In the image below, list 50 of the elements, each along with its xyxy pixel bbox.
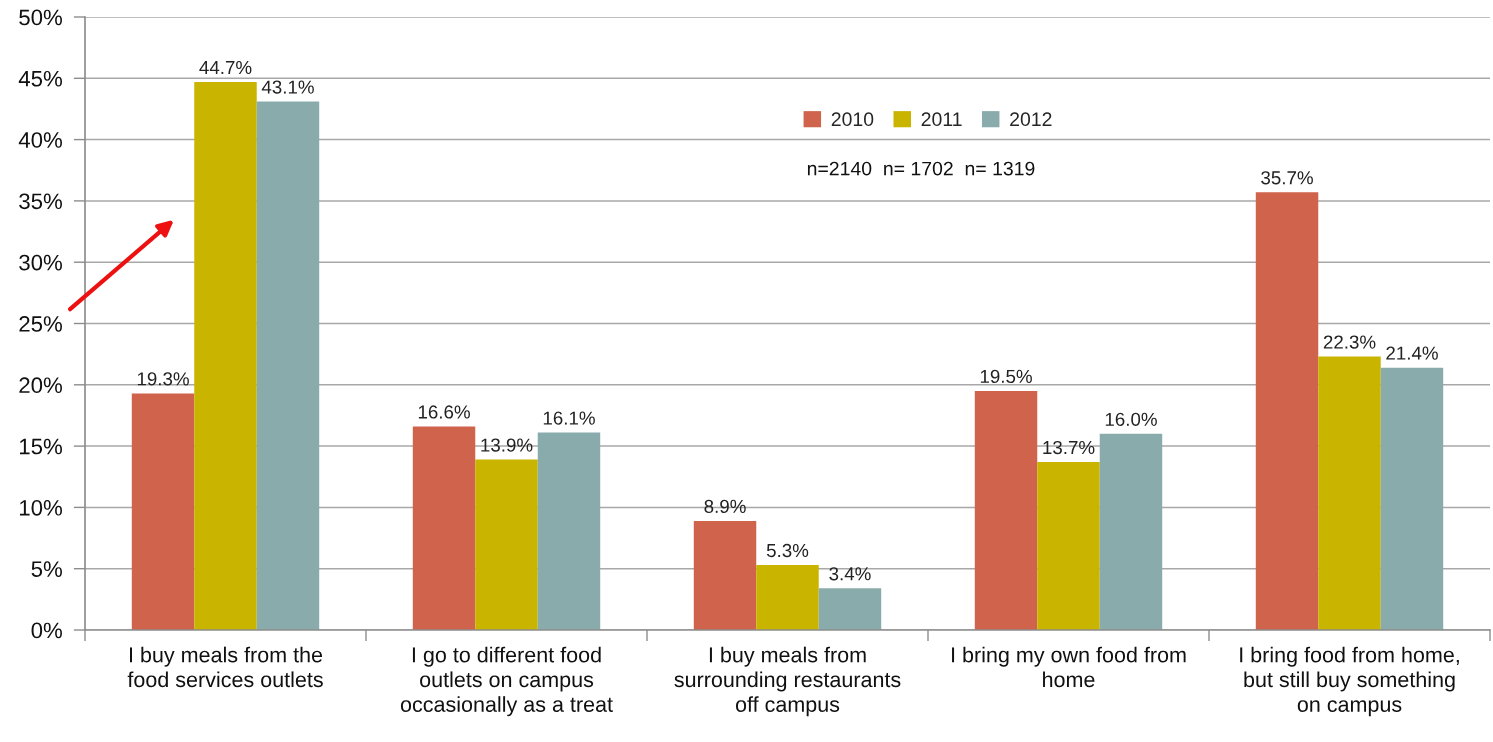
data-label: 16.6% [418,405,470,419]
bar [1318,356,1381,630]
bar [537,432,601,630]
bar [1380,367,1444,630]
legend-label: 2010 [831,112,874,127]
bar [412,426,476,630]
y-tick-label: 5% [31,561,62,577]
data-label: 19.3% [137,372,189,386]
x-tick-label: I bring my own food from home [952,646,1186,688]
bar [818,588,882,630]
y-tick-label: 10% [20,499,62,516]
bar [256,101,320,630]
data-label: 13.7% [1043,440,1095,455]
annotation: n=2140 n= 1702 n= 1319 [807,161,1035,176]
bar [693,520,757,630]
y-tick-label: 20% [19,377,62,394]
y-tick-label: 35% [19,193,62,210]
data-label: 13.9% [481,438,533,452]
y-tick-label: 15% [20,438,62,455]
data-label: 16.0% [1105,412,1157,426]
bar [1037,462,1100,630]
y-tick-label: 40% [18,132,62,148]
data-label: 5.3% [766,543,809,558]
data-label: 44.7% [199,60,252,75]
bar [1255,192,1319,630]
data-label: 3.4% [829,567,871,581]
x-tick-label: I go to different food outlets on campus occasionally as a treat [400,646,613,717]
x-tick-label: I buy meals from the food services outlets [127,646,323,688]
data-label: 21.4% [1386,346,1438,360]
bar [131,393,195,630]
bar [974,390,1038,630]
bar [756,565,819,630]
bar [194,81,257,630]
data-label: 35.7% [1261,171,1313,185]
y-tick-label: 0% [31,622,62,639]
legend-label: 2012 [1010,112,1052,127]
y-tick-label: 45% [18,70,62,87]
y-tick-label: 50% [19,9,62,26]
data-label: 22.3% [1323,335,1376,349]
y-tick-label: 30% [19,254,62,271]
data-label: 43.1% [261,80,314,94]
legend-label: 2011 [921,112,962,127]
x-tick-label: I bring food from home, but still buy something on campus [1240,646,1459,717]
data-label: 19.5% [980,369,1032,384]
data-label: 16.1% [543,411,595,425]
x-tick-label: I buy meals from surrounding restaurants off campus [674,646,901,717]
data-label: 8.9% [704,499,746,514]
bar [475,459,538,630]
y-tick-label: 25% [19,316,62,332]
bar [1099,433,1163,630]
